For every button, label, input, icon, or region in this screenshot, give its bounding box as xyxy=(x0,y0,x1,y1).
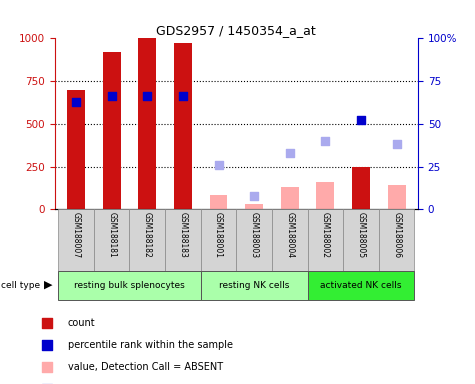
Text: ▶: ▶ xyxy=(44,280,52,290)
Point xyxy=(393,141,400,147)
Bar xyxy=(165,209,200,271)
Point xyxy=(43,320,50,326)
Text: GSM188006: GSM188006 xyxy=(392,212,401,258)
Text: GSM188181: GSM188181 xyxy=(107,212,116,258)
Text: GSM188001: GSM188001 xyxy=(214,212,223,258)
Bar xyxy=(174,43,192,209)
Point xyxy=(72,99,80,105)
Point xyxy=(250,192,258,199)
Bar xyxy=(308,271,415,300)
Bar xyxy=(129,209,165,271)
Text: GSM188003: GSM188003 xyxy=(250,212,258,258)
Bar xyxy=(388,184,406,209)
Text: percentile rank within the sample: percentile rank within the sample xyxy=(68,340,233,350)
Bar xyxy=(209,195,228,209)
Point xyxy=(108,93,115,99)
Bar xyxy=(67,90,85,209)
Bar xyxy=(308,209,343,271)
Bar xyxy=(103,52,121,209)
Text: GSM188005: GSM188005 xyxy=(357,212,365,258)
Point xyxy=(215,162,222,168)
Bar xyxy=(352,167,370,209)
Bar xyxy=(94,209,129,271)
Text: GSM188182: GSM188182 xyxy=(143,212,152,258)
Bar xyxy=(379,209,414,271)
Title: GDS2957 / 1450354_a_at: GDS2957 / 1450354_a_at xyxy=(156,24,316,37)
Bar xyxy=(237,209,272,271)
Text: resting bulk splenocytes: resting bulk splenocytes xyxy=(74,281,185,290)
Text: activated NK cells: activated NK cells xyxy=(320,281,402,290)
Point xyxy=(322,138,329,144)
Text: GSM188002: GSM188002 xyxy=(321,212,330,258)
Text: GSM188183: GSM188183 xyxy=(179,212,187,258)
Bar xyxy=(58,209,94,271)
Bar xyxy=(343,209,379,271)
Text: count: count xyxy=(68,318,95,328)
Bar xyxy=(201,271,308,300)
Point xyxy=(286,150,294,156)
Bar xyxy=(138,38,156,209)
Bar xyxy=(245,204,263,209)
Bar xyxy=(281,187,299,209)
Point xyxy=(357,118,365,124)
Bar xyxy=(58,271,201,300)
Point xyxy=(43,364,50,370)
Text: GSM188007: GSM188007 xyxy=(72,212,80,258)
Bar xyxy=(201,209,237,271)
Text: value, Detection Call = ABSENT: value, Detection Call = ABSENT xyxy=(68,362,223,372)
Point xyxy=(179,93,187,99)
Point xyxy=(43,342,50,348)
Bar xyxy=(316,182,334,209)
Text: resting NK cells: resting NK cells xyxy=(219,281,289,290)
Text: GSM188004: GSM188004 xyxy=(285,212,294,258)
Point xyxy=(143,93,151,99)
Text: cell type: cell type xyxy=(1,281,40,290)
Bar xyxy=(272,209,308,271)
